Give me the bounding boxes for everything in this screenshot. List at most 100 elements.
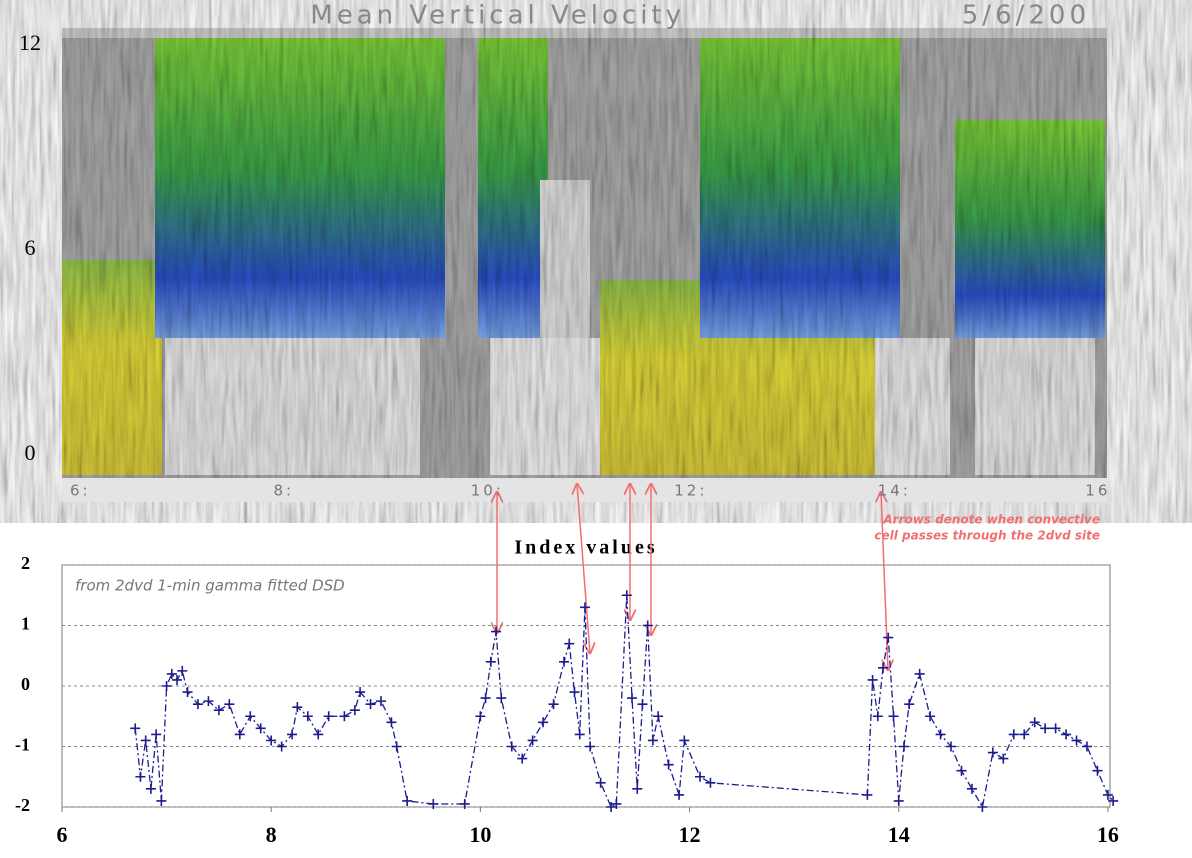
x-tick-label: 16 bbox=[1097, 822, 1119, 847]
point-marker bbox=[579, 602, 590, 613]
x-tick-label: 14: bbox=[878, 482, 911, 500]
point-marker bbox=[585, 741, 596, 752]
point-marker bbox=[391, 741, 402, 752]
point-marker bbox=[475, 711, 486, 722]
note: Arrows denote when convective bbox=[882, 513, 1100, 527]
point-marker bbox=[1008, 729, 1019, 740]
y-tick-label: 2 bbox=[21, 553, 30, 573]
point-marker bbox=[925, 711, 936, 722]
point-marker bbox=[642, 620, 653, 631]
point-marker bbox=[606, 802, 617, 812]
point-marker bbox=[569, 687, 580, 698]
x-tick-label: 6 bbox=[57, 822, 68, 847]
point-marker bbox=[480, 693, 491, 704]
point-marker bbox=[867, 674, 878, 685]
point-marker bbox=[679, 735, 690, 746]
point-marker bbox=[1040, 723, 1051, 734]
y-tick-label: 12 bbox=[19, 30, 41, 55]
point-marker bbox=[313, 729, 324, 740]
point-marker bbox=[883, 632, 894, 643]
point-marker bbox=[172, 674, 183, 685]
point-marker bbox=[611, 798, 622, 809]
point-marker bbox=[491, 626, 502, 637]
annotation: from 2dvd 1-min gamma fitted DSD bbox=[75, 577, 345, 595]
point-marker bbox=[888, 711, 899, 722]
point-marker bbox=[485, 656, 496, 667]
point-marker bbox=[595, 777, 606, 788]
point-marker bbox=[135, 771, 146, 782]
series-line bbox=[134, 595, 1114, 809]
point-marker bbox=[564, 638, 575, 649]
arrow bbox=[577, 484, 590, 653]
time-axis-strip bbox=[62, 478, 1107, 502]
point-marker bbox=[161, 681, 172, 691]
arrows bbox=[497, 484, 888, 670]
point-marker bbox=[323, 711, 334, 722]
point-marker bbox=[904, 699, 915, 710]
x-tick-label: 12 bbox=[679, 822, 701, 847]
point-marker bbox=[898, 741, 909, 752]
point-marker bbox=[339, 711, 350, 722]
x-tick-label: 8: bbox=[274, 482, 295, 500]
x-tick-label: 12: bbox=[674, 482, 707, 500]
point-marker bbox=[574, 729, 585, 740]
point-marker bbox=[355, 687, 366, 698]
point-marker bbox=[213, 705, 224, 716]
point-marker bbox=[914, 668, 925, 679]
point-marker bbox=[1081, 741, 1092, 752]
y-tick-label: 0 bbox=[25, 440, 36, 465]
x-tick-label: 10 bbox=[469, 822, 491, 847]
point-marker bbox=[287, 729, 298, 740]
point-marker bbox=[1102, 789, 1113, 800]
point-marker bbox=[1071, 735, 1082, 746]
x-tick-label: 10: bbox=[471, 482, 504, 500]
x-tick-label: 6: bbox=[70, 482, 91, 500]
point-marker bbox=[956, 765, 967, 776]
point-marker bbox=[935, 729, 946, 740]
point-marker bbox=[245, 711, 256, 722]
y-tick-label: 0 bbox=[21, 674, 30, 694]
point-marker bbox=[349, 705, 360, 716]
y-tick-label: -2 bbox=[15, 795, 30, 815]
point-marker bbox=[145, 783, 156, 794]
point-marker bbox=[862, 789, 873, 800]
point-marker bbox=[402, 795, 413, 806]
point-marker bbox=[234, 729, 245, 740]
note: cell passes through the 2dvd site bbox=[874, 529, 1100, 543]
point-marker bbox=[266, 735, 277, 746]
point-marker bbox=[538, 717, 549, 728]
point-marker bbox=[653, 711, 664, 722]
point-marker bbox=[527, 735, 538, 746]
y-tick-label: -1 bbox=[15, 735, 30, 755]
chart-title: Mean Vertical Velocity bbox=[310, 1, 685, 31]
point-marker bbox=[878, 662, 889, 673]
point-marker bbox=[548, 699, 559, 710]
point-marker bbox=[621, 590, 632, 601]
point-marker bbox=[1108, 795, 1119, 806]
point-marker bbox=[255, 723, 266, 734]
point-marker bbox=[192, 699, 203, 710]
point-marker bbox=[376, 696, 387, 707]
radar-image bbox=[62, 28, 1107, 478]
point-marker bbox=[203, 696, 214, 707]
point-marker bbox=[966, 783, 977, 794]
point-marker bbox=[946, 741, 957, 752]
point-marker bbox=[1092, 765, 1103, 776]
point-marker bbox=[998, 753, 1009, 764]
y-tick-label: 1 bbox=[21, 614, 30, 634]
point-marker bbox=[1019, 729, 1030, 740]
point-marker bbox=[140, 735, 151, 746]
chart-title: Index values bbox=[514, 537, 657, 559]
point-marker bbox=[177, 665, 188, 676]
point-marker bbox=[156, 795, 167, 806]
point-marker bbox=[386, 717, 397, 728]
arrow bbox=[881, 492, 888, 670]
point-marker bbox=[276, 741, 287, 752]
point-marker bbox=[977, 802, 988, 812]
point-marker bbox=[632, 783, 643, 794]
point-marker bbox=[365, 699, 376, 710]
point-marker bbox=[506, 741, 517, 752]
x-tick-label: 14 bbox=[888, 822, 910, 847]
